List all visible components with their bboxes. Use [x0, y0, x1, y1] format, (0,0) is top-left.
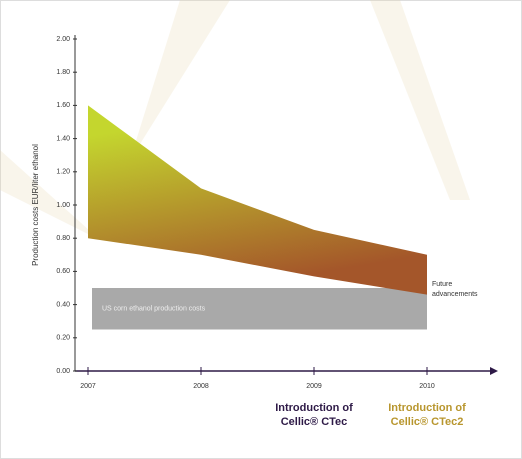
x-tick-label: 2010	[419, 383, 435, 390]
reference-band-label: US corn ethanol production costs	[102, 306, 206, 313]
x-tick-label: 2009	[306, 383, 322, 390]
annotation: Future	[432, 281, 452, 288]
annotation: Cellic® CTec	[281, 416, 348, 428]
chart: Production costs EUR/liter ethanol 0.00 0…	[0, 0, 522, 459]
y-tick-label: 1.60	[56, 102, 70, 109]
annotation: Introduction of	[275, 402, 353, 414]
y-axis-label: Production costs EUR/liter ethanol	[31, 144, 40, 266]
y-tick-label: 1.80	[56, 69, 70, 76]
y-tick-label: 0.20	[56, 335, 70, 342]
annotation: advancements	[432, 291, 478, 298]
y-tick-label: 1.40	[56, 135, 70, 142]
y-tick-label: 2.00	[56, 36, 70, 43]
x-tick-label: 2007	[80, 383, 96, 390]
annotation: Cellic® CTec2	[391, 416, 464, 428]
y-tick-label: 0.60	[56, 268, 70, 275]
x-tick-label: 2008	[193, 383, 209, 390]
y-tick-label: 1.20	[56, 169, 70, 176]
y-tick-label: 1.00	[56, 202, 70, 209]
y-tick-label: 0.40	[56, 301, 70, 308]
y-tick-label: 0.00	[56, 368, 70, 375]
annotation: Introduction of	[388, 402, 466, 414]
y-tick-label: 0.80	[56, 235, 70, 242]
